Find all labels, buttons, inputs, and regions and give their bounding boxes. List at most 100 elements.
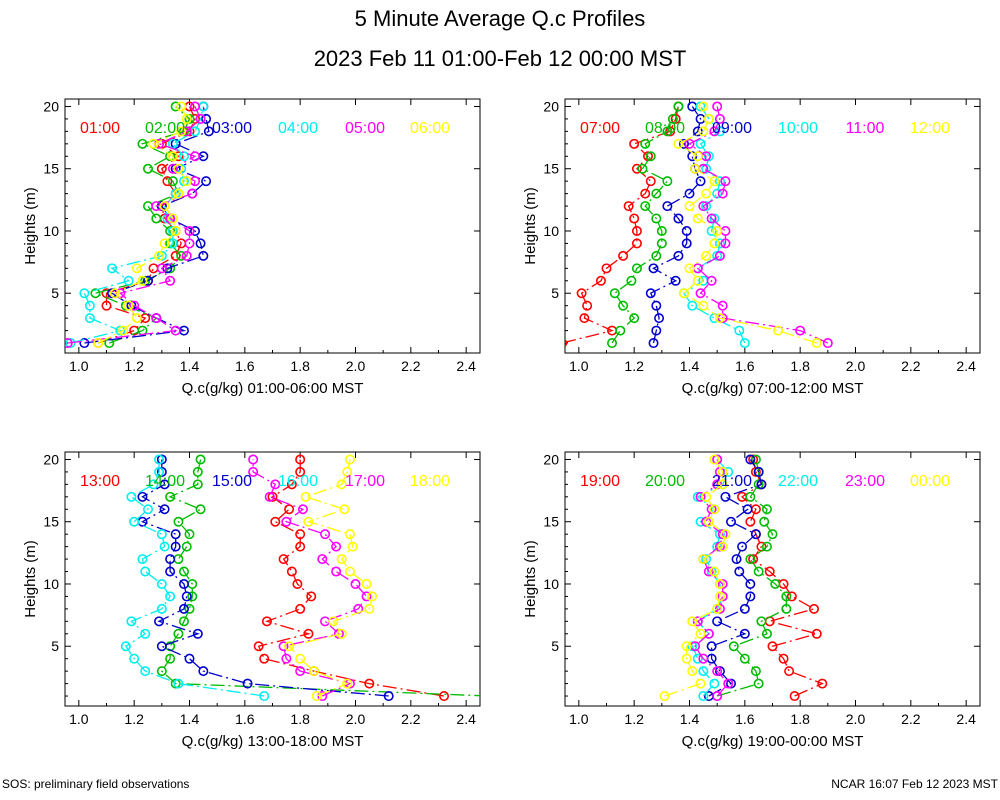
data-point [681,238,692,249]
x-tick-label: 1.4 [680,358,700,374]
data-point [361,591,372,602]
data-point [753,566,764,577]
data-point [712,101,723,112]
data-point [278,554,289,565]
data-point [165,275,176,286]
series-0300 [79,101,214,349]
data-point [698,554,709,565]
y-tick-label: 10 [43,576,59,592]
data-point [678,138,689,149]
panels: 1.0 1.2 1.4 1.6 1.8 2.0 2.2 2.4 5 10 15 20 Q.c(g/kg)… [22,98,981,750]
data-point [192,466,203,477]
x-tick-label: 1.6 [235,711,255,727]
series-1500 [137,454,394,702]
data-point [278,641,289,652]
data-point [181,176,192,187]
data-point [344,529,355,540]
data-point [618,300,629,311]
legend-label: 23:00 [845,473,885,490]
data-point [656,238,667,249]
data-point [720,225,731,236]
data-point [750,666,761,677]
data-point [720,529,731,540]
data-point [712,666,723,677]
data-point [270,479,281,490]
data-point [692,653,703,664]
data-point [720,238,731,249]
data-point [623,201,634,212]
data-point [770,578,781,589]
data-point [178,566,189,577]
series-line [683,106,746,344]
data-point [761,628,772,639]
data-point [151,213,162,224]
x-tick-label: 1.6 [735,711,755,727]
data-point [695,138,706,149]
data-point [695,101,706,112]
data-point [439,691,450,702]
data-point [739,653,750,664]
data-point [192,479,203,490]
plot-frame [564,451,981,707]
data-point [143,201,154,212]
data-point [695,491,706,502]
data-point [328,616,339,627]
data-point [734,325,745,336]
x-tick-label: 2.4 [956,711,976,727]
series-line [664,459,727,697]
data-point [673,250,684,261]
data-point [687,641,698,652]
data-point [190,225,201,236]
legend-label: 21:00 [712,473,752,490]
data-point [347,541,358,552]
data-point [129,653,140,664]
data-point [173,516,184,527]
data-point [651,188,662,199]
data-point [576,288,587,299]
y-tick-label: 10 [543,576,559,592]
data-point [253,641,264,652]
data-point [270,516,281,527]
data-point [631,225,642,236]
data-point [137,138,148,149]
data-point [651,250,662,261]
data-point [107,263,118,274]
data-point [648,338,659,349]
data-point [745,591,756,602]
data-point [140,566,151,577]
data-point [750,454,761,465]
data-point [745,578,756,589]
data-point [712,616,723,627]
y-tick-label: 20 [543,451,559,467]
data-point [717,300,728,311]
data-point [720,491,731,502]
data-point [684,263,695,274]
data-point [156,603,167,614]
data-point [184,238,195,249]
data-point [181,250,192,261]
data-point [104,338,115,349]
data-point [264,491,275,502]
data-point [159,479,170,490]
data-point [709,238,720,249]
data-point [684,201,695,212]
data-point [725,516,736,527]
data-point [156,529,167,540]
data-point [701,554,712,565]
data-point [681,641,692,652]
series-1800 [284,454,378,702]
data-point [640,201,651,212]
data-point [65,338,73,349]
data-point [695,628,706,639]
series-line [741,459,825,697]
data-point [753,678,764,689]
data-point [295,653,306,664]
x-axis-label: Q.c(g/kg) 19:00-00:00 MST [682,733,864,750]
data-point [248,454,259,465]
data-point [662,126,673,137]
data-point [151,313,162,324]
data-point [753,466,764,477]
data-point [673,101,684,112]
legend-label: 02:00 [145,120,185,137]
